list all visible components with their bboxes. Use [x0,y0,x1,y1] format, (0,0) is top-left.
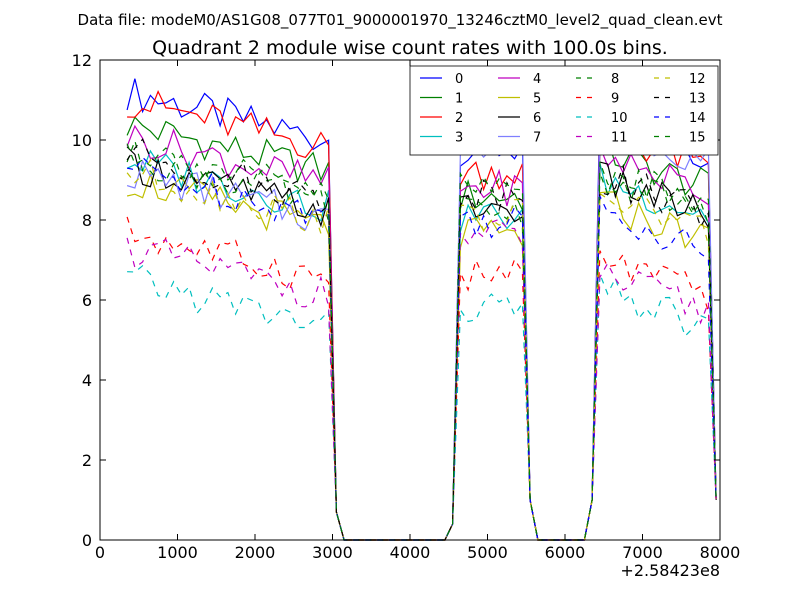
legend-label-12: 12 [689,72,706,87]
y-tick-label: 0 [82,531,92,550]
plot-area: 0 1000 2000 3000 4000 5000 6000 7000 80000246810… [72,51,741,562]
x-tick-label: 1000 [157,543,198,562]
series-line-13 [126,138,717,541]
legend-label-6: 6 [533,111,541,126]
series-line-9 [126,216,717,541]
legend-label-7: 7 [533,131,541,146]
y-tick-label: 8 [82,211,92,230]
x-tick-label: 8000 [700,543,741,562]
legend-label-8: 8 [611,72,619,87]
series-line-8 [126,138,717,541]
legend-label-13: 13 [689,92,706,107]
series-line-15 [126,143,717,541]
legend-label-4: 4 [533,72,541,87]
legend-label-9: 9 [611,92,619,107]
legend-label-1: 1 [455,92,463,107]
legend-label-15: 15 [689,131,706,146]
y-tick-label: 6 [82,291,92,310]
figure-suptitle: Data file: modeM0/AS1G08_077T01_90000019… [78,11,723,30]
y-tick-label: 2 [82,451,92,470]
legend-label-5: 5 [533,92,541,107]
x-tick-label: 4000 [390,543,431,562]
series-line-3 [126,149,717,541]
legend-label-2: 2 [455,111,463,126]
series-line-10 [127,264,717,541]
x-tick-label: 6000 [545,543,586,562]
series-line-12 [126,158,717,541]
series-line-6 [126,146,717,541]
y-tick-label: 12 [72,51,92,70]
y-tick-label: 4 [82,371,92,390]
series-line-14 [126,156,717,541]
legend-label-11: 11 [611,131,628,146]
x-tick-label: 0 [95,543,105,562]
x-tick-label: 5000 [467,543,508,562]
legend-label-14: 14 [689,111,706,126]
legend-label-10: 10 [611,111,628,126]
legend-label-0: 0 [455,72,463,87]
series-line-11 [126,218,717,541]
series-line-1 [126,116,717,541]
chart-title: Quadrant 2 module wise count rates with … [152,37,668,59]
x-tick-label: 7000 [622,543,663,562]
legend-box [409,65,719,156]
x-tick-label: 2000 [235,543,276,562]
x-tick-label: 3000 [312,543,353,562]
x-offset-label: +2.58423e8 [620,561,720,580]
y-tick-label: 10 [72,131,92,150]
legend-label-3: 3 [455,131,463,146]
